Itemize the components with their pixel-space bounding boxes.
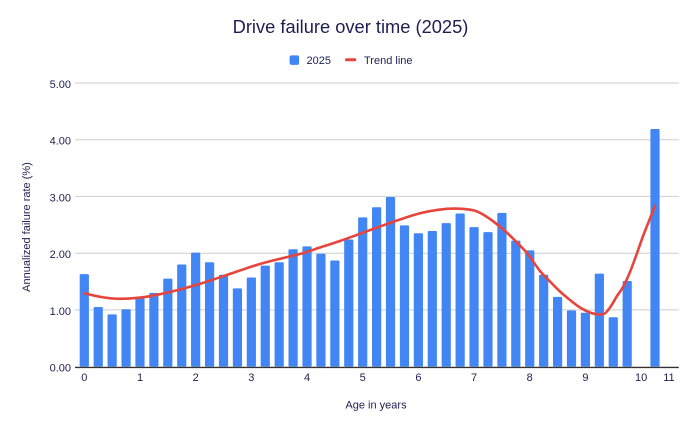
svg-text:Trend line: Trend line	[364, 55, 413, 67]
svg-text:4: 4	[304, 372, 310, 384]
svg-text:7: 7	[471, 372, 477, 384]
svg-text:2.00: 2.00	[50, 249, 71, 261]
svg-text:11: 11	[663, 372, 674, 384]
svg-text:4.00: 4.00	[50, 136, 71, 148]
svg-text:Age in years: Age in years	[345, 400, 407, 412]
svg-text:3: 3	[248, 372, 254, 384]
svg-text:5: 5	[360, 372, 366, 384]
svg-text:Drive failure over time (2025): Drive failure over time (2025)	[233, 16, 469, 37]
svg-text:8: 8	[527, 372, 533, 384]
svg-text:10: 10	[635, 372, 647, 384]
svg-text:0: 0	[81, 372, 87, 384]
svg-text:2: 2	[193, 372, 199, 384]
svg-text:1: 1	[137, 372, 143, 384]
svg-text:9: 9	[582, 372, 588, 384]
svg-text:6: 6	[415, 372, 421, 384]
svg-text:3.00: 3.00	[50, 192, 71, 204]
svg-text:1.00: 1.00	[50, 306, 71, 318]
svg-text:0.00: 0.00	[50, 363, 71, 375]
svg-text:2025: 2025	[307, 55, 331, 67]
svg-text:Annualized failure rate (%): Annualized failure rate (%)	[21, 162, 33, 292]
svg-text:5.00: 5.00	[50, 79, 71, 91]
